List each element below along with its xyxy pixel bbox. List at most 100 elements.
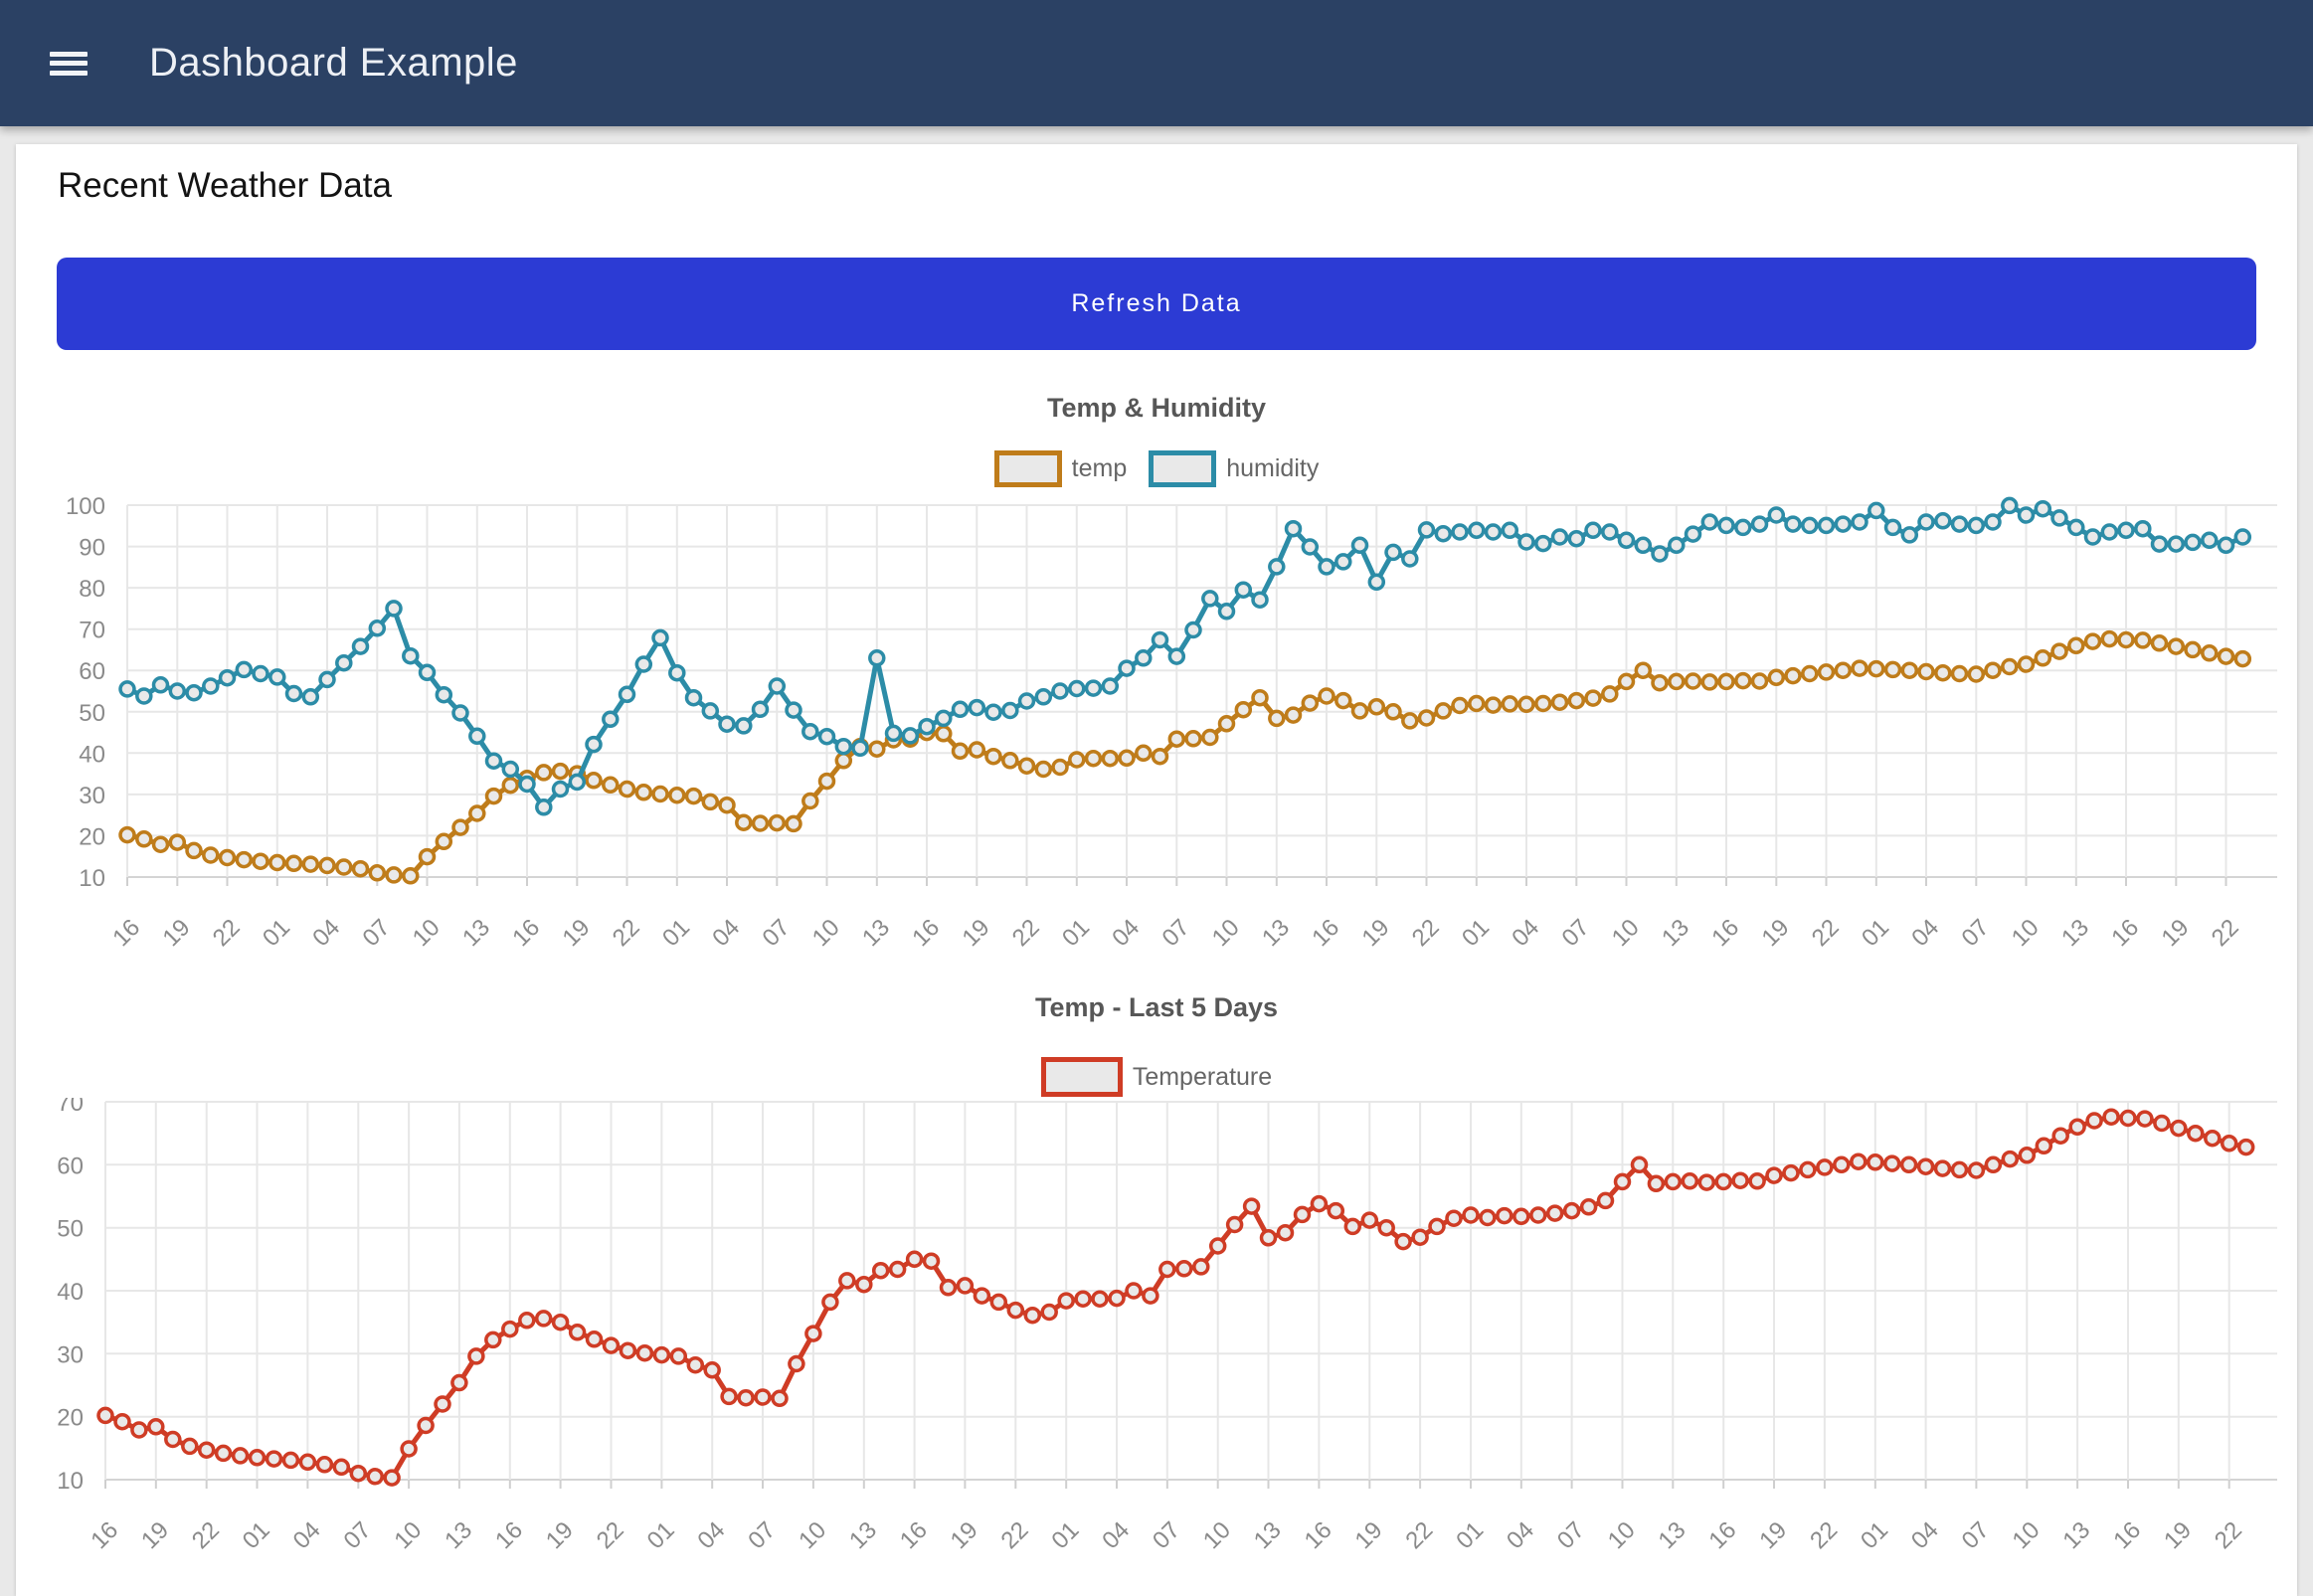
- svg-text:19: 19: [2159, 1516, 2197, 1554]
- svg-text:19: 19: [136, 1516, 174, 1554]
- svg-text:10: 10: [408, 914, 445, 952]
- svg-text:16: 16: [107, 914, 145, 952]
- svg-text:04: 04: [307, 914, 345, 952]
- svg-text:16: 16: [490, 1516, 528, 1554]
- svg-text:19: 19: [541, 1516, 579, 1554]
- svg-text:16: 16: [1307, 914, 1344, 952]
- svg-text:13: 13: [844, 1516, 882, 1554]
- svg-text:07: 07: [1552, 1516, 1590, 1554]
- svg-text:01: 01: [1457, 914, 1495, 952]
- svg-text:04: 04: [692, 1516, 730, 1554]
- svg-text:19: 19: [158, 914, 196, 952]
- svg-text:16: 16: [895, 1516, 933, 1554]
- svg-text:13: 13: [2057, 1516, 2095, 1554]
- svg-text:13: 13: [1249, 1516, 1287, 1554]
- svg-text:13: 13: [1257, 914, 1295, 952]
- svg-text:22: 22: [608, 914, 645, 952]
- svg-text:07: 07: [339, 1516, 377, 1554]
- svg-text:80: 80: [79, 576, 105, 603]
- page-title: Recent Weather Data: [58, 166, 392, 205]
- svg-text:10: 10: [794, 1516, 831, 1554]
- svg-text:22: 22: [996, 1516, 1034, 1554]
- svg-text:16: 16: [1300, 1516, 1337, 1554]
- refresh-data-button[interactable]: Refresh Data: [57, 258, 2256, 350]
- menu-icon[interactable]: [50, 51, 88, 76]
- svg-text:07: 07: [1148, 1516, 1185, 1554]
- svg-text:100: 100: [66, 495, 105, 520]
- svg-text:07: 07: [1557, 914, 1595, 952]
- svg-text:01: 01: [1857, 914, 1894, 952]
- svg-text:10: 10: [1607, 914, 1645, 952]
- svg-text:16: 16: [507, 914, 545, 952]
- svg-text:10: 10: [1603, 1516, 1641, 1554]
- svg-text:07: 07: [758, 914, 796, 952]
- svg-text:01: 01: [1057, 914, 1095, 952]
- svg-text:13: 13: [857, 914, 895, 952]
- svg-text:01: 01: [642, 1516, 680, 1554]
- legend-swatch-icon: [993, 450, 1062, 487]
- svg-text:20: 20: [57, 1405, 84, 1432]
- svg-text:07: 07: [743, 1516, 781, 1554]
- svg-text:22: 22: [1805, 1516, 1843, 1554]
- svg-text:01: 01: [1046, 1516, 1084, 1554]
- svg-text:01: 01: [258, 914, 295, 952]
- svg-text:04: 04: [1097, 1516, 1135, 1554]
- app-title: Dashboard Example: [149, 41, 518, 85]
- svg-text:16: 16: [907, 914, 945, 952]
- svg-text:70: 70: [57, 1098, 84, 1117]
- legend-label: humidity: [1226, 454, 1320, 482]
- svg-text:10: 10: [57, 1468, 84, 1495]
- svg-text:04: 04: [1906, 1516, 1944, 1554]
- svg-text:07: 07: [358, 914, 396, 952]
- svg-text:60: 60: [57, 1153, 84, 1179]
- svg-text:13: 13: [2056, 914, 2094, 952]
- svg-text:16: 16: [2108, 1516, 2146, 1554]
- svg-text:90: 90: [79, 535, 105, 562]
- svg-text:22: 22: [187, 1516, 225, 1554]
- menu-icon-bar: [50, 70, 88, 76]
- svg-text:16: 16: [86, 1516, 123, 1554]
- svg-text:40: 40: [57, 1279, 84, 1306]
- svg-text:22: 22: [1407, 914, 1445, 952]
- svg-text:10: 10: [2008, 1516, 2046, 1554]
- svg-text:70: 70: [79, 618, 105, 644]
- svg-text:10: 10: [807, 914, 845, 952]
- svg-text:19: 19: [958, 914, 995, 952]
- svg-text:01: 01: [238, 1516, 275, 1554]
- svg-text:19: 19: [1357, 914, 1395, 952]
- svg-text:19: 19: [946, 1516, 983, 1554]
- svg-text:04: 04: [1906, 914, 1944, 952]
- svg-text:22: 22: [1007, 914, 1045, 952]
- svg-text:01: 01: [1856, 1516, 1893, 1554]
- chart-title: Temp - Last 5 Days: [1034, 992, 1279, 1022]
- app-header: Dashboard Example: [0, 0, 2313, 126]
- legend-label: Temperature: [1132, 1062, 1273, 1091]
- svg-text:07: 07: [1157, 914, 1195, 952]
- svg-text:10: 10: [1198, 1516, 1236, 1554]
- svg-text:10: 10: [1207, 914, 1245, 952]
- chart-legend-item[interactable]: humidity: [1149, 450, 1319, 487]
- svg-text:04: 04: [1107, 914, 1145, 952]
- temperature-chart[interactable]: 10 20 30 40 50 60 70 16 19 22 01 04 07 10 13 16 19 22 01 04…: [16, 1098, 2297, 1577]
- svg-text:13: 13: [1654, 1516, 1691, 1554]
- svg-text:10: 10: [79, 865, 105, 892]
- svg-text:10: 10: [2007, 914, 2045, 952]
- svg-text:01: 01: [657, 914, 695, 952]
- svg-text:07: 07: [1957, 1516, 1995, 1554]
- svg-text:30: 30: [57, 1341, 84, 1368]
- svg-text:22: 22: [1807, 914, 1845, 952]
- svg-text:01: 01: [1451, 1516, 1489, 1554]
- svg-text:16: 16: [2106, 914, 2144, 952]
- svg-text:13: 13: [1657, 914, 1694, 952]
- chart-legend: Temperature: [16, 1057, 2297, 1097]
- legend-label: temp: [1071, 454, 1128, 482]
- svg-text:19: 19: [2157, 914, 2195, 952]
- chart-title: Temp & Humidity: [1046, 393, 1266, 423]
- chart-legend-item[interactable]: Temperature: [1040, 1057, 1273, 1097]
- svg-text:13: 13: [440, 1516, 477, 1554]
- svg-text:19: 19: [1350, 1516, 1388, 1554]
- svg-text:22: 22: [208, 914, 246, 952]
- svg-text:22: 22: [2207, 914, 2244, 952]
- chart-legend-item[interactable]: temp: [993, 450, 1128, 487]
